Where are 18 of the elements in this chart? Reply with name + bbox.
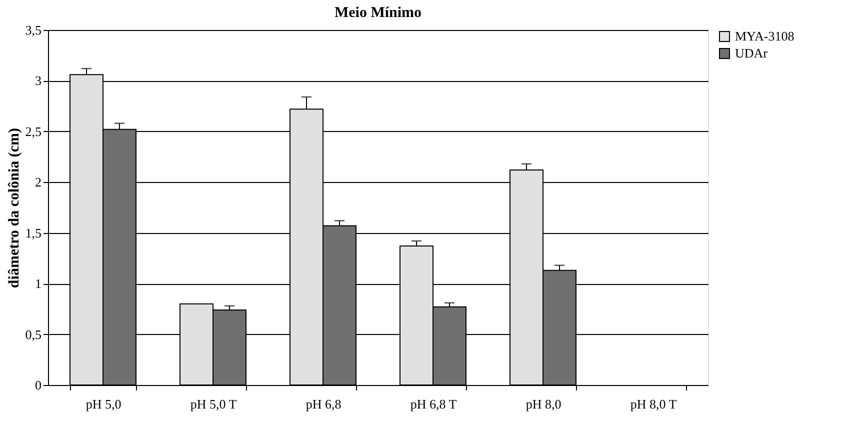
y-tick-label: 3	[35, 73, 42, 88]
y-tick-label: 2,5	[25, 124, 42, 139]
x-tick-label: pH 5,0 T	[190, 396, 237, 412]
x-tick-label: pH 8,0 T	[630, 396, 677, 412]
y-tick-label: 1,5	[25, 225, 42, 240]
y-axis-title: diâmetro da colônia (cm)	[6, 128, 22, 288]
x-tick-label: pH 6,8 T	[410, 396, 457, 412]
chart-title: Meio Mínimo	[334, 5, 422, 21]
legend-label: UDAr	[735, 46, 768, 60]
x-tick-label: pH 5,0	[86, 396, 122, 412]
y-tick-label: 1	[35, 276, 42, 292]
y-tick-label: 3,5	[25, 22, 42, 38]
y-tick-label: 0	[35, 378, 42, 392]
y-tick-label: 2	[35, 174, 42, 190]
legend-label: MYA-3108	[735, 28, 794, 44]
x-tick-label: pH 8,0	[526, 396, 562, 412]
x-tick-label: pH 6,8	[306, 396, 342, 412]
y-tick-label: 0,5	[25, 326, 42, 342]
